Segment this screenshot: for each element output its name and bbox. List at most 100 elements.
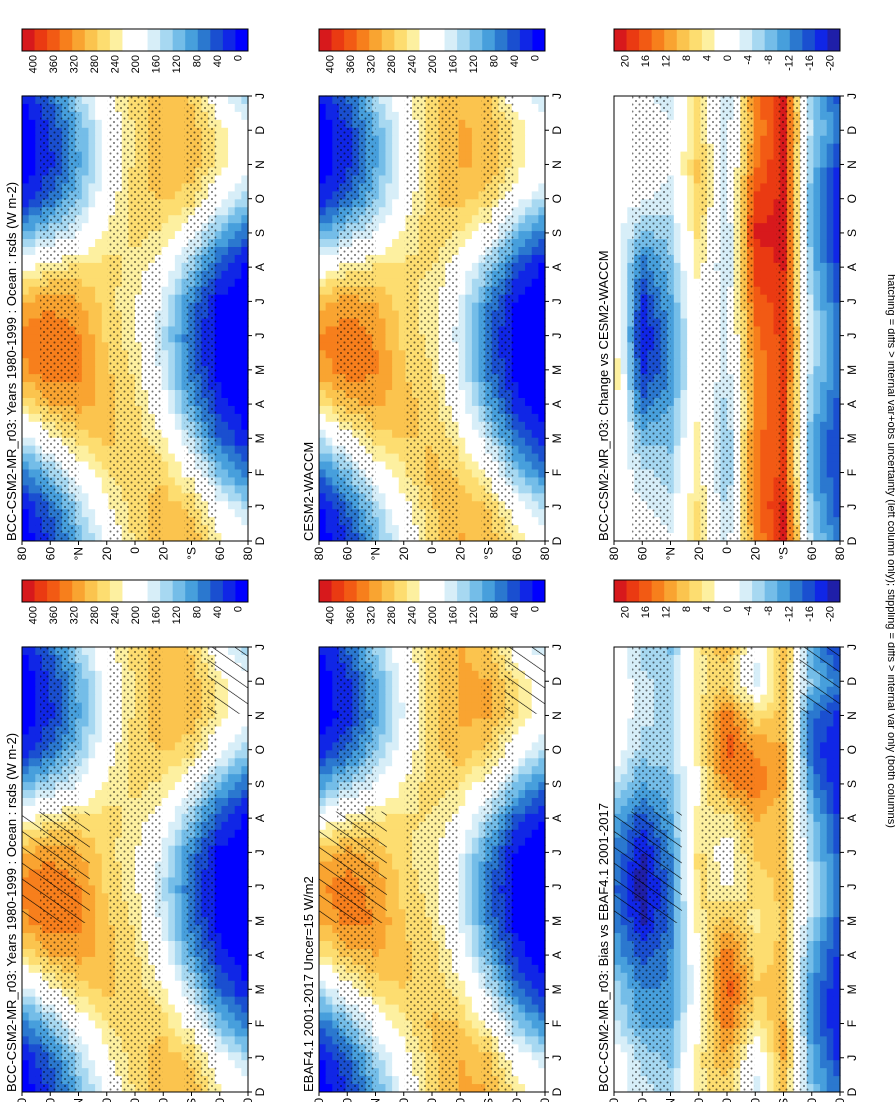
heatmap-cell [88,940,96,949]
heatmap-cell [161,829,169,838]
heatmap-cell [81,135,90,144]
heatmap-cell [221,437,229,446]
heatmap-cell [22,325,30,335]
heatmap-cell [214,1035,223,1045]
stippling-region [107,647,163,1092]
heatmap-cell [174,127,183,136]
heatmap-cell [168,286,176,295]
heatmap-cell [168,765,176,775]
heatmap-cell [221,932,229,942]
heatmap-cell [241,900,249,910]
heatmap-cell [81,468,90,478]
heatmap-cell [22,654,30,663]
heatmap-cell [174,429,183,438]
heatmap-cell [88,381,96,391]
heatmap-cell [28,302,36,311]
heatmap-cell [458,972,466,981]
latitude-tick-label: 20 [100,547,114,561]
heatmap-cell [378,972,387,981]
heatmap-cell [95,103,103,112]
heatmap-cell [81,678,90,687]
heatmap-cell [325,1027,333,1037]
heatmap-cell [88,309,96,319]
heatmap-cell [28,254,36,263]
heatmap-cell [28,646,36,655]
heatmap-cell [234,278,242,287]
heatmap-cell [22,686,30,695]
heatmap-cell [518,972,526,981]
heatmap-cell [228,174,236,184]
heatmap-cell [22,476,30,486]
heatmap-cell [525,956,533,965]
heatmap-cell [228,1003,236,1013]
heatmap-cell [221,262,229,271]
heatmap-cell [234,452,242,462]
heatmap-cell [81,484,90,494]
heatmap-cell [465,964,473,973]
heatmap-cell [214,964,223,973]
heatmap-cell [95,373,103,383]
heatmap-cell [174,773,183,783]
month-tick-label: J [253,1055,267,1061]
heatmap-cell [161,333,169,343]
heatmap-cell [234,389,242,398]
heatmap-cell [161,270,169,279]
heatmap-cell [221,765,229,775]
heatmap-cell [325,948,333,957]
heatmap-cell [174,500,183,510]
colorbar-tick-label: 320 [68,606,80,624]
heatmap-cell [22,365,30,375]
heatmap-cell [88,1067,96,1077]
heatmap-cell [234,111,242,120]
heatmap-cell [28,702,36,711]
heatmap-cell [88,127,96,136]
heatmap-cell [28,725,36,735]
colorbar-swatch [122,29,136,51]
heatmap-cell [241,1059,249,1069]
heatmap-cell [471,853,480,862]
heatmap-cell [28,190,36,200]
heatmap-cell [22,437,30,446]
heatmap-cell [234,884,242,894]
heatmap-cell [228,437,236,446]
heatmap-cell [234,853,242,862]
heatmap-cell [168,686,176,695]
heatmap-cell [161,733,169,743]
heatmap-cell [234,829,242,838]
heatmap-cell [325,964,333,973]
heatmap-cell [174,270,183,279]
heatmap-cell [81,1059,90,1069]
heatmap-cell [81,190,90,200]
heatmap-cell [221,1043,229,1053]
heatmap-cell [81,757,90,767]
heatmap-cell [22,405,30,414]
heatmap-cell [531,876,539,886]
heatmap-cell [22,1035,30,1045]
latitude-tick-label: 60 [43,1098,57,1102]
heatmap-cell [168,405,176,414]
heatmap-cell [174,524,183,534]
heatmap-cell [81,460,90,470]
panel-title: BCC-CSM2-MR_r03: Years 1980-1999 : Ocean… [4,182,19,541]
heatmap-cell [241,924,249,934]
heatmap-cell [95,749,103,759]
heatmap-cell [81,325,90,335]
heatmap-cell [88,317,96,327]
heatmap-cell [241,980,249,989]
heatmap-cell [234,749,242,759]
heatmap-cell [161,988,169,997]
heatmap-cell [95,95,103,104]
heatmap-cell [161,773,169,783]
heatmap-cell [174,349,183,359]
heatmap-cell [81,964,90,973]
heatmap-cell [221,286,229,295]
heatmap-cell [161,500,169,510]
heatmap-cell [234,468,242,478]
heatmap-cell [28,996,36,1005]
heatmap-cell [458,1011,466,1021]
heatmap-cell [22,349,30,359]
heatmap-cell [28,1043,36,1053]
heatmap-cell [234,174,242,184]
heatmap-cell [174,972,183,981]
heatmap-cell [325,1059,333,1069]
